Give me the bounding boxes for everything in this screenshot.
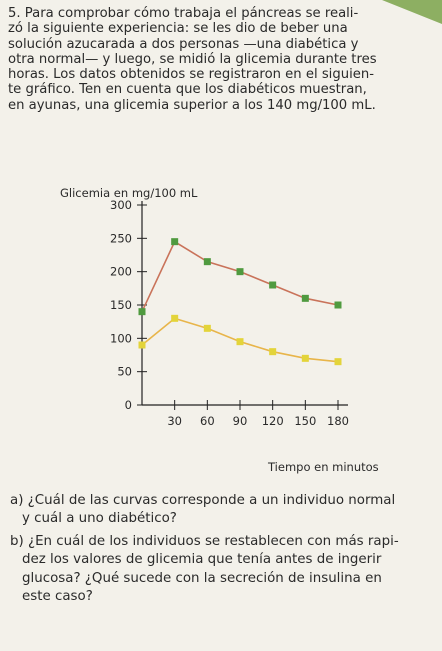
chart-plot-area — [138, 238, 342, 366]
problem-line-6: te gráfico. Ten en cuenta que los diabét… — [8, 82, 367, 98]
y-axis-label: Glicemia en mg/100 mL — [60, 186, 198, 200]
problem-line-1: 5. Para comprobar cómo trabaja el páncre… — [8, 6, 359, 21]
x-tick-label: 150 — [294, 414, 316, 428]
x-tick-label: 30 — [167, 414, 182, 428]
question-b: b) ¿En cuál de los individuos se restabl… — [10, 533, 399, 605]
series-1-point — [301, 294, 309, 302]
y-tick-label: 50 — [117, 365, 132, 379]
x-tick-label: 180 — [327, 414, 349, 428]
series-1-point — [334, 301, 342, 309]
question-a: a) ¿Cuál de las curvas corresponde a un … — [10, 493, 396, 527]
series-1-point — [203, 258, 211, 266]
series-2-point — [236, 338, 244, 346]
page-corner-decoration — [382, 0, 442, 24]
problem-line-4: otra normal— y luego, se midió la glicem… — [8, 51, 377, 67]
chart-axes: 0 50 100 150 200 250 300 30 60 90 120 150 180 — [110, 198, 349, 428]
x-tick-label: 60 — [200, 414, 215, 428]
questions-section: a) ¿Cuál de las curvas corresponde a un … — [10, 492, 438, 610]
y-tick-label: 250 — [110, 231, 132, 245]
x-tick-label: 90 — [233, 414, 248, 428]
y-tick-label: 0 — [125, 398, 132, 412]
problem-line-7: en ayunas, una glicemia superior a los 1… — [8, 97, 376, 113]
series-2-point — [269, 348, 277, 356]
series-2-point — [203, 324, 211, 332]
series-2-point — [301, 354, 309, 362]
x-axis-label: Tiempo en minutos — [267, 460, 379, 474]
y-tick-label: 300 — [110, 198, 132, 212]
series-2-point — [334, 358, 342, 366]
problem-number: 5. — [8, 6, 21, 21]
glycemia-line-chart: Glicemia en mg/100 mL Tiempo en minutos … — [60, 186, 379, 474]
series-1-point — [269, 281, 277, 289]
y-tick-label: 100 — [110, 331, 132, 345]
series-1-point — [236, 268, 244, 276]
problem-line-3: solución azucarada a dos personas —una d… — [8, 36, 359, 52]
y-tick-label: 200 — [110, 265, 132, 279]
problem-statement: 5. Para comprobar cómo trabaja el páncre… — [8, 6, 436, 113]
problem-line-2: zó la siguiente experiencia: se les dio … — [8, 21, 348, 37]
series-1-point — [171, 238, 179, 246]
series-2-point — [138, 341, 146, 349]
series-1-point — [138, 308, 146, 316]
series-2-point — [171, 314, 179, 322]
x-tick-label: 120 — [262, 414, 284, 428]
y-tick-label: 150 — [110, 298, 132, 312]
problem-line-5: horas. Los datos obtenidos se registraro… — [8, 67, 374, 83]
